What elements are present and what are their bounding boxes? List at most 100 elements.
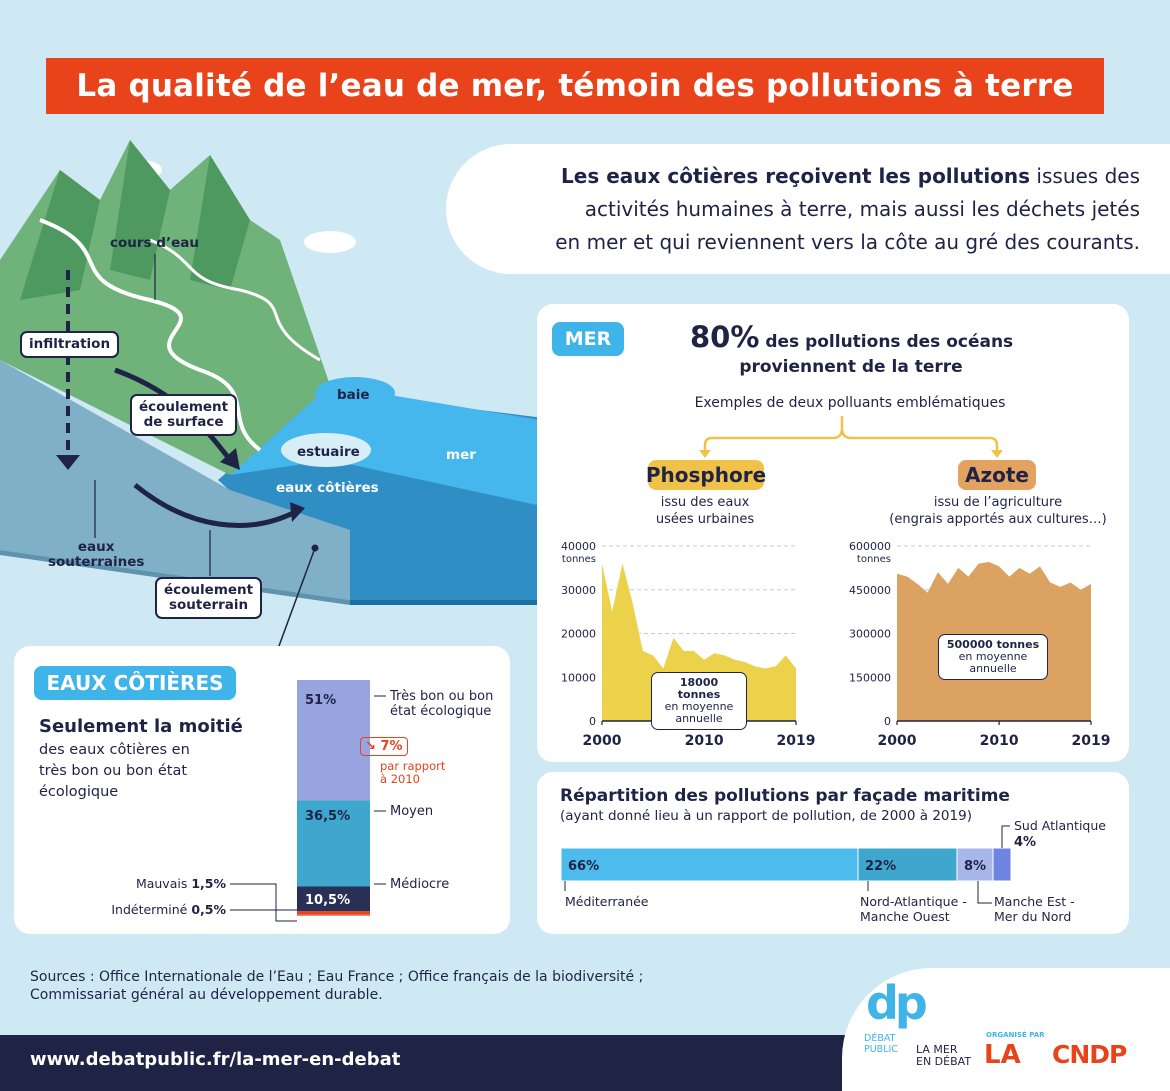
la-logo: LA [984,1040,1021,1070]
change-badge: ↘ 7% [360,737,408,756]
desc-line: issu de l’agriculture [933,495,1063,510]
mer-headline-1: des pollutions des océans [759,332,1014,352]
source-line: Sources : Office Internationale de l’Eau… [30,969,644,985]
phosphore-tag: Phosphore [646,460,766,490]
segment-value-label: 36,5% [305,809,350,824]
label-infiltration: infiltration [20,331,120,358]
y-tick-label: 150000 [849,671,891,684]
footer-url[interactable]: www.debatpublic.fr/la-mer-en-debat [30,1049,401,1070]
status-segment [297,680,370,801]
intro-line2: activités humaines à terre, mais aussi l… [584,197,1140,221]
dp-logo: dp [866,976,928,1030]
status-segment [297,911,370,915]
cndp-logo: CNDP [1052,1040,1127,1069]
intro-bold: Les eaux côtières reçoivent les pollutio… [561,164,1031,188]
y-tick-label: 300000 [849,628,891,641]
facade-category-label: Manche Ouest [860,909,950,924]
y-tick-label: 30000 [561,584,596,597]
label-leader [977,881,992,904]
page-title: La qualité de l’eau de mer, témoin des p… [46,58,1104,114]
facade-segment [992,847,1012,882]
label-line: souterrain [168,597,249,613]
label-line: écoulement [164,582,254,598]
facade-segment [857,847,958,882]
phosphore-desc: issu des eaux usées urbaines [630,494,780,528]
facade-value-label: 8% [964,859,986,874]
callout-line: en moyenne [958,650,1028,663]
change-note: par rapport à 2010 [380,760,445,786]
category-label: Médiocre [390,877,449,892]
mer-big-number: 80% [690,320,760,354]
y-tick-label: 20000 [561,628,596,641]
x-tick-label: 2019 [777,733,816,749]
callout-line: en moyenne [664,700,734,713]
small-segment-label: Mauvais 1,5% [136,876,227,891]
callout-line: annuelle [969,662,1017,675]
label-line: de surface [143,414,224,430]
callout-line: annuelle [675,712,723,725]
desc-line: issu des eaux [660,495,750,510]
mer-examples: Exemples de deux polluants emblématiques [694,395,1006,411]
facade-value-label: 4% [1014,835,1036,850]
mer-headline: 80% des pollutions des océans [690,320,1013,354]
label-baie: baie [337,387,370,403]
logo-line: LA MER [916,1043,958,1056]
status-segment [297,914,370,916]
intro-line3: en mer et qui reviennent vers la côte au… [555,230,1140,254]
coastal-headline: Seulement la moitié [39,716,243,737]
segment-value-label: 10,5% [305,893,350,908]
note-line: par rapport [380,759,446,773]
desc-line: usées urbaines [655,512,755,527]
facade-chart: 66% 22% 8%Méditerranée Nord-Atlantique -Man… [560,818,1106,924]
facade-subtitle: (ayant donné lieu à un rapport de pollut… [560,808,972,824]
facade-segment [560,847,859,882]
note-line: à 2010 [380,772,420,786]
small-segment-value: 1,5% [191,876,226,891]
sub-line: écologique [39,784,119,800]
small-segment-label: Indéterminé 0,5% [111,902,226,917]
y-tick-label: 10000 [561,671,596,684]
change-value: 7% [380,739,403,754]
y-tick-label: 40000 [561,540,596,553]
sub-line: très bon ou bon état [39,763,188,779]
logo-area [842,968,1170,1091]
azote-callout: 500000 tonnes en moyenne annuelle [938,634,1048,680]
y-tick-label: 0 [884,715,891,728]
source-line: Commissariat général au développement du… [30,987,383,1003]
split-brace [699,416,1003,458]
y-tick-label: 450000 [849,584,891,597]
category-label: Moyen [390,804,433,819]
coastal-sub: des eaux côtières en très bon ou bon éta… [39,740,190,803]
label-line: souterraines [48,554,145,570]
category-label: Très bon ou bon [389,689,493,704]
label-line: écoulement [139,399,229,415]
label-leader [230,883,297,922]
debat-public-logo: DÉBAT PUBLIC [864,1033,898,1055]
phosphore-callout: 18000 tonnes en moyenne annuelle [651,672,747,730]
facade-category-label: Manche Est - [994,894,1075,909]
logo-line: DÉBAT [864,1033,896,1044]
facade-category-label: Mer du Nord [994,909,1071,924]
azote-tag: Azote [958,460,1036,490]
mer-headline-2: proviennent de la terre [739,357,963,377]
x-tick-label: 2000 [583,733,622,749]
desc-line: (engrais apportés aux cultures…) [889,512,1107,527]
status-segment [297,886,370,912]
label-mer: mer [446,447,476,463]
segment-value-label: 51% [305,693,336,708]
label-eaux-cotieres: eaux côtières [276,480,379,496]
x-tick-label: 2000 [878,733,917,749]
label-eaux-souterraines: eaux souterraines [48,540,144,570]
facade-category-label: Sud Atlantique [1014,818,1106,833]
facade-category-label: Méditerranée [565,894,649,909]
y-unit-label: tonnes [562,554,596,565]
x-tick-label: 2019 [1072,733,1111,749]
status-segment [297,800,370,887]
facade-title: Répartition des pollutions par façade ma… [560,786,1010,806]
x-tick-label: 2010 [980,733,1019,749]
x-tick-label: 2010 [685,733,724,749]
facade-segment [956,847,994,882]
label-estuaire: estuaire [297,444,360,460]
